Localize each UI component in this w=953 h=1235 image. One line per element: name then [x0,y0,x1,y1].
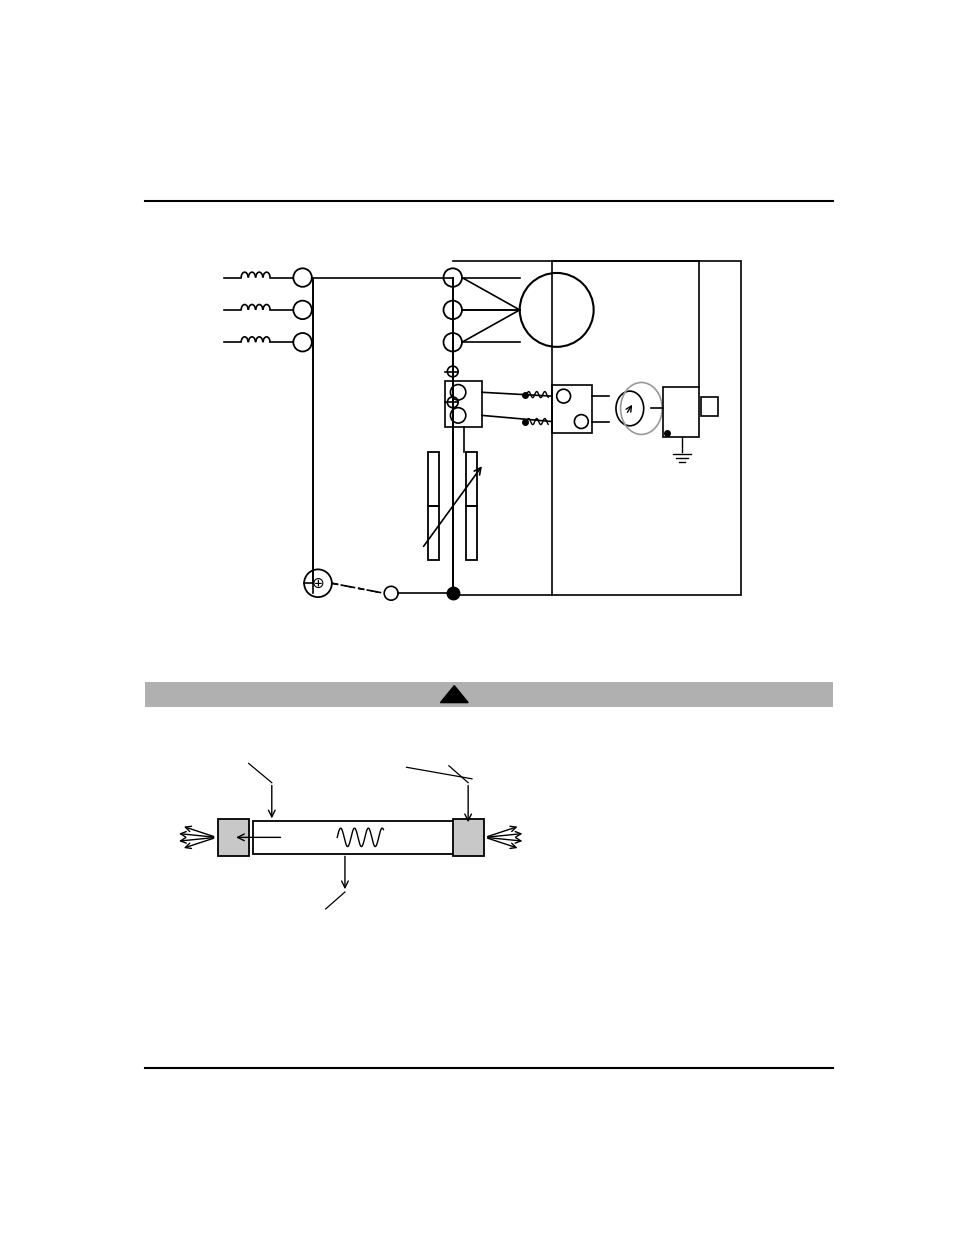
Bar [453,819,483,856]
Text: ⊕: ⊕ [312,576,324,590]
Bar [700,396,718,416]
Bar [217,819,249,856]
Bar [145,682,832,708]
Bar [466,506,476,561]
Bar [552,384,592,433]
Bar [428,506,438,561]
Polygon shape [440,685,468,703]
Bar [428,452,438,506]
Bar [444,380,481,427]
Bar [552,262,740,595]
Bar [253,821,468,853]
Bar [662,387,699,437]
Bar [466,452,476,506]
